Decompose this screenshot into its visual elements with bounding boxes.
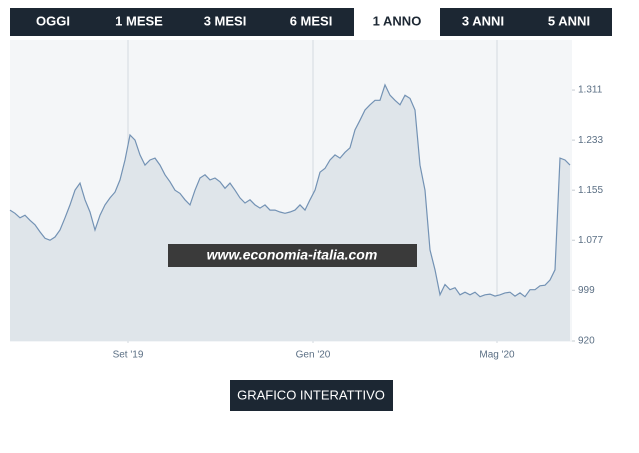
- x-tick-label: Gen '20: [296, 350, 331, 361]
- y-tick-label: 1.311: [578, 85, 603, 96]
- tabs: OGGI 1 MESE 3 MESI 6 MESI 1 ANNO 3 ANNI 5 ANNI: [36, 8, 590, 36]
- tab-active-bg[interactable]: [354, 8, 440, 36]
- tab[interactable]: 5 ANNI: [548, 13, 590, 28]
- y-tick-label: 1.155: [578, 185, 603, 196]
- tab[interactable]: 6 MESI: [290, 13, 333, 28]
- tab[interactable]: 3 MESI: [204, 13, 247, 28]
- area: [10, 84, 570, 342]
- tab[interactable]: OGGI: [36, 13, 70, 28]
- tab[interactable]: 3 ANNI: [462, 13, 504, 28]
- button[interactable]: [230, 380, 393, 411]
- x-tick-label: Set '19: [113, 350, 144, 361]
- tab[interactable]: 1 MESE: [115, 13, 163, 28]
- y-tick-label: 999: [578, 285, 595, 296]
- x-tick-label: Mag '20: [479, 350, 515, 361]
- y-tick-label: 1.077: [578, 235, 603, 246]
- watermark-box: [168, 244, 417, 267]
- tab[interactable]: 1 ANNO: [373, 13, 422, 28]
- button-label[interactable]: GRAFICO INTERATTIVO: [237, 387, 385, 402]
- watermark: www.economia-italia.com: [207, 247, 378, 263]
- tab-bar: [10, 8, 612, 36]
- y-tick-label: 1.233: [578, 135, 603, 146]
- plot: Set '19 Gen '20 Mag '20 920 999 1.077 1.155 1.2…: [9, 40, 603, 361]
- y-tick-label: 920: [578, 336, 595, 347]
- line: [9, 83, 571, 298]
